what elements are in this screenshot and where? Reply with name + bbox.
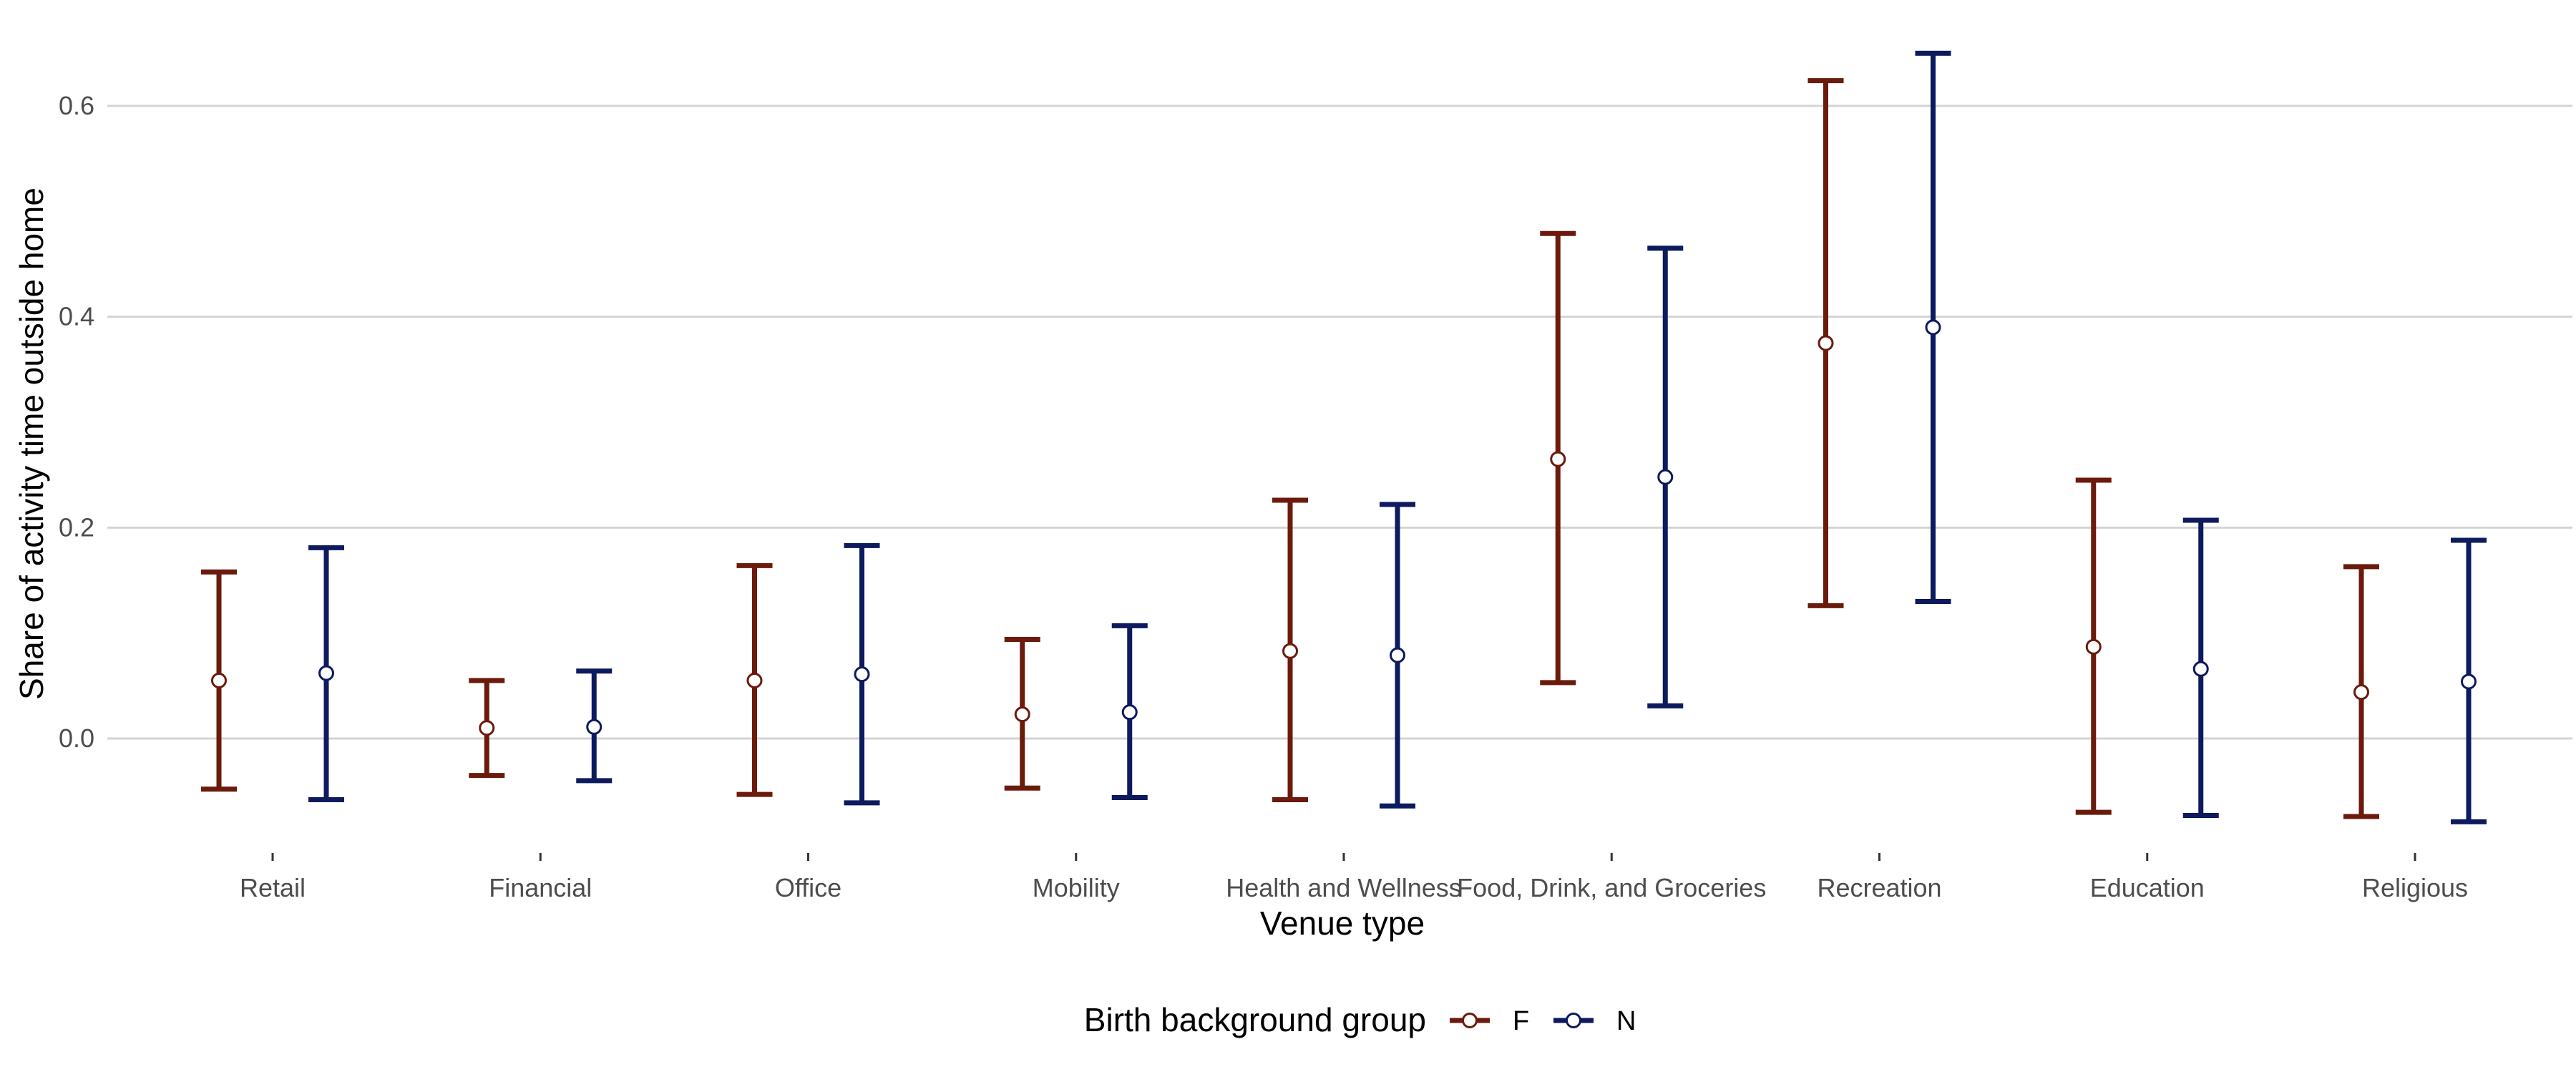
y-tick-label-2: 0.4 — [59, 302, 94, 331]
x-tick-label-3: Mobility — [1033, 873, 1120, 902]
mean-point — [1925, 319, 1941, 336]
legend-title: Birth background group — [1084, 1001, 1426, 1038]
mean-point — [1818, 335, 1834, 351]
x-tick-label-1: Financial — [489, 873, 592, 902]
x-tick-label-4: Health and Wellness — [1226, 873, 1462, 902]
errorbar-F-1 — [469, 678, 505, 779]
legend-key-point — [1566, 1013, 1581, 1028]
legend-item-F: F — [1450, 1006, 1529, 1036]
mean-point — [318, 665, 334, 681]
mean-point — [1282, 643, 1298, 659]
y-tick-label-1: 0.2 — [59, 512, 94, 542]
legend-label-F: F — [1513, 1006, 1529, 1036]
errorbar-N-4 — [1380, 502, 1415, 809]
errorbar-N-3 — [1111, 623, 1148, 801]
errorbar-F-4 — [1272, 497, 1308, 802]
series-N — [308, 50, 2487, 824]
legend-key-point — [1462, 1013, 1478, 1028]
series-F — [201, 78, 2379, 819]
errorbar-F-3 — [1004, 637, 1040, 791]
y-axis-ticks: 0.0 0.2 0.4 0.6 — [59, 91, 94, 753]
mean-point — [586, 718, 602, 735]
y-axis-title: Share of activity time outside home — [13, 187, 50, 700]
legend-label-N: N — [1616, 1006, 1636, 1036]
errorbar-F-2 — [736, 562, 773, 797]
errorbar-N-8 — [2451, 537, 2487, 824]
x-tick-label-7: Education — [2090, 873, 2205, 902]
mean-point — [1550, 451, 1566, 467]
y-tick-label-0: 0.0 — [59, 723, 94, 753]
errorbar-N-5 — [1647, 245, 1684, 708]
errorbar-F-8 — [2343, 564, 2379, 819]
legend-item-N: N — [1553, 1006, 1636, 1036]
mean-point — [2085, 638, 2102, 655]
errorbar-F-5 — [1540, 230, 1576, 686]
errorbar-N-0 — [308, 545, 344, 802]
gridlines — [107, 104, 2572, 740]
y-tick-label-3: 0.6 — [59, 91, 94, 120]
mean-point — [2192, 661, 2209, 677]
mean-point — [1014, 706, 1030, 723]
mean-point — [1657, 469, 1674, 485]
errorbar-F-7 — [2075, 477, 2112, 815]
x-tick-label-5: Food, Drink, and Groceries — [1457, 873, 1766, 902]
errorbar-N-7 — [2182, 517, 2219, 819]
mean-point — [2461, 673, 2477, 690]
mean-point — [854, 666, 870, 683]
mean-point — [1121, 704, 1138, 721]
errorbar-N-1 — [576, 668, 613, 784]
errorbar-F-6 — [1807, 78, 1844, 608]
x-axis-title: Venue type — [1260, 905, 1425, 942]
x-tick-label-0: Retail — [240, 873, 306, 902]
x-tick-label-6: Recreation — [1817, 873, 1941, 902]
error-bars — [201, 50, 2487, 824]
mean-point — [211, 672, 227, 688]
mean-point — [2353, 684, 2369, 701]
mean-point — [746, 672, 763, 688]
errorbar-N-6 — [1915, 50, 1951, 604]
x-tick-label-8: Religious — [2362, 873, 2468, 902]
x-tick-label-2: Office — [775, 873, 841, 902]
x-axis-ticks: Retail Financial Office Mobility Health and … — [240, 853, 2468, 902]
errorbar-N-2 — [844, 542, 880, 806]
mean-point — [479, 720, 495, 736]
errorbar-F-0 — [201, 569, 237, 792]
mean-point — [1390, 647, 1405, 663]
